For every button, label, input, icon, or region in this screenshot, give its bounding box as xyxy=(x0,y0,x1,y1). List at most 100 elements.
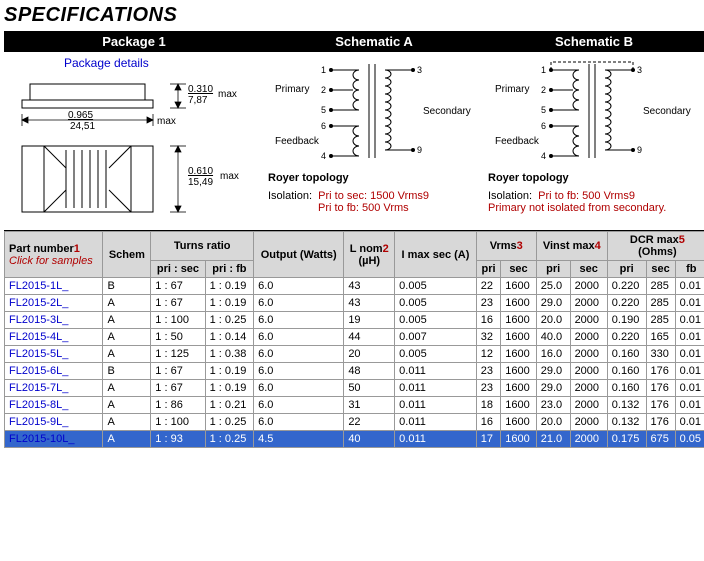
cell-dcr-pri: 0.190 xyxy=(607,312,646,329)
cell-dcr-sec: 176 xyxy=(646,414,675,431)
cell-imax: 0.005 xyxy=(395,346,477,363)
cell-part[interactable]: FL2015-3L_ xyxy=(5,312,103,329)
cell-part[interactable]: FL2015-1L_ xyxy=(5,278,103,295)
cell-vinst-pri: 20.0 xyxy=(536,414,570,431)
schematic-a-desc: Royer topology Isolation: Pri to sec: 15… xyxy=(268,172,480,214)
cell-vinst-pri: 25.0 xyxy=(536,278,570,295)
cell-schem: B xyxy=(103,278,151,295)
cell-part[interactable]: FL2015-2L_ xyxy=(5,295,103,312)
svg-text:5: 5 xyxy=(541,105,546,115)
cell-vrms-sec: 1600 xyxy=(501,397,537,414)
cell-part[interactable]: FL2015-7L_ xyxy=(5,380,103,397)
cell-part[interactable]: FL2015-6L_ xyxy=(5,363,103,380)
part-link[interactable]: FL2015-9L_ xyxy=(9,416,68,428)
col-schem: Schem xyxy=(103,232,151,278)
cell-dcr-sec: 330 xyxy=(646,346,675,363)
cell-dcr-pri: 0.175 xyxy=(607,431,646,448)
col-vrms: Vrms3 xyxy=(476,232,536,261)
cell-pri-sec: 1 : 50 xyxy=(151,329,205,346)
col-dcr-fb: fb xyxy=(675,261,704,278)
cell-part[interactable]: FL2015-9L_ xyxy=(5,414,103,431)
cell-vrms-sec: 1600 xyxy=(501,431,537,448)
dim-h-in: 0.310 xyxy=(188,84,213,95)
part-link[interactable]: FL2015-6L_ xyxy=(9,365,68,377)
cell-schem: A xyxy=(103,312,151,329)
dim-l-in: 0.610 xyxy=(188,166,213,177)
cell-pri-sec: 1 : 100 xyxy=(151,414,205,431)
svg-text:6: 6 xyxy=(321,121,326,131)
part-link[interactable]: FL2015-2L_ xyxy=(9,297,68,309)
cell-dcr-sec: 176 xyxy=(646,363,675,380)
header-package: Package 1 xyxy=(4,31,264,52)
table-row: FL2015-10L_A1 : 931 : 0.254.5400.0111716… xyxy=(5,431,704,448)
cell-pri-sec: 1 : 67 xyxy=(151,380,205,397)
col-dcr-pri: pri xyxy=(607,261,646,278)
table-row: FL2015-9L_A1 : 1001 : 0.256.0220.0111616… xyxy=(5,414,704,431)
cell-vrms-sec: 1600 xyxy=(501,363,537,380)
part-link[interactable]: FL2015-4L_ xyxy=(9,331,68,343)
package-drawing: 0.965 24,51 max 0.310 7,87 max xyxy=(8,74,258,224)
cell-vrms-sec: 1600 xyxy=(501,329,537,346)
part-link[interactable]: FL2015-1L_ xyxy=(9,280,68,292)
col-vinst-sec: sec xyxy=(570,261,607,278)
cell-lnom: 43 xyxy=(344,295,395,312)
cell-vrms-sec: 1600 xyxy=(501,295,537,312)
cell-vrms-pri: 22 xyxy=(476,278,500,295)
label-primary-b: Primary xyxy=(495,84,529,95)
cell-pri-sec: 1 : 67 xyxy=(151,363,205,380)
cell-part[interactable]: FL2015-4L_ xyxy=(5,329,103,346)
cell-imax: 0.011 xyxy=(395,380,477,397)
cell-dcr-pri: 0.132 xyxy=(607,414,646,431)
col-pri-sec: pri : sec xyxy=(151,261,205,278)
cell-pri-fb: 1 : 0.19 xyxy=(205,278,254,295)
col-dcr-sec: sec xyxy=(646,261,675,278)
cell-lnom: 50 xyxy=(344,380,395,397)
svg-text:9: 9 xyxy=(417,145,422,155)
section-header: Package 1 Schematic A Schematic B xyxy=(4,31,704,52)
cell-vrms-sec: 1600 xyxy=(501,312,537,329)
cell-vinst-pri: 23.0 xyxy=(536,397,570,414)
cell-vinst-pri: 29.0 xyxy=(536,380,570,397)
cell-output: 6.0 xyxy=(254,312,344,329)
svg-text:4: 4 xyxy=(541,151,546,161)
cell-lnom: 20 xyxy=(344,346,395,363)
col-vinst: Vinst max4 xyxy=(536,232,607,261)
cell-schem: A xyxy=(103,431,151,448)
cell-vinst-sec: 2000 xyxy=(570,380,607,397)
cell-dcr-sec: 675 xyxy=(646,431,675,448)
cell-vinst-sec: 2000 xyxy=(570,295,607,312)
part-link[interactable]: FL2015-3L_ xyxy=(9,314,68,326)
table-row: FL2015-6L_B1 : 671 : 0.196.0480.01123160… xyxy=(5,363,704,380)
cell-dcr-fb: 0.01 xyxy=(675,278,704,295)
part-link[interactable]: FL2015-10L_ xyxy=(9,433,74,445)
dim-l-max: max xyxy=(220,171,239,182)
cell-imax: 0.005 xyxy=(395,312,477,329)
cell-pri-fb: 1 : 0.19 xyxy=(205,295,254,312)
cell-dcr-fb: 0.01 xyxy=(675,346,704,363)
cell-dcr-sec: 285 xyxy=(646,312,675,329)
package-details-link[interactable]: Package details xyxy=(64,56,260,70)
cell-dcr-sec: 165 xyxy=(646,329,675,346)
part-link[interactable]: FL2015-7L_ xyxy=(9,382,68,394)
cell-output: 6.0 xyxy=(254,278,344,295)
cell-imax: 0.011 xyxy=(395,397,477,414)
svg-text:3: 3 xyxy=(637,65,642,75)
cell-schem: A xyxy=(103,329,151,346)
cell-part[interactable]: FL2015-5L_ xyxy=(5,346,103,363)
cell-part[interactable]: FL2015-10L_ xyxy=(5,431,103,448)
spec-table: Part number1 Click for samples Schem Tur… xyxy=(4,231,704,448)
cell-vrms-pri: 18 xyxy=(476,397,500,414)
part-link[interactable]: FL2015-5L_ xyxy=(9,348,68,360)
schematic-b-column: 1 2 5 6 4 3 9 Primary Feedback Secondary… xyxy=(484,52,704,230)
col-part-number: Part number1 Click for samples xyxy=(5,232,103,278)
cell-imax: 0.011 xyxy=(395,431,477,448)
part-link[interactable]: FL2015-8L_ xyxy=(9,399,68,411)
cell-output: 6.0 xyxy=(254,397,344,414)
cell-pri-fb: 1 : 0.14 xyxy=(205,329,254,346)
cell-dcr-pri: 0.220 xyxy=(607,278,646,295)
cell-part[interactable]: FL2015-8L_ xyxy=(5,397,103,414)
cell-lnom: 19 xyxy=(344,312,395,329)
cell-output: 6.0 xyxy=(254,380,344,397)
cell-lnom: 48 xyxy=(344,363,395,380)
dim-w-mm: 24,51 xyxy=(70,121,95,132)
